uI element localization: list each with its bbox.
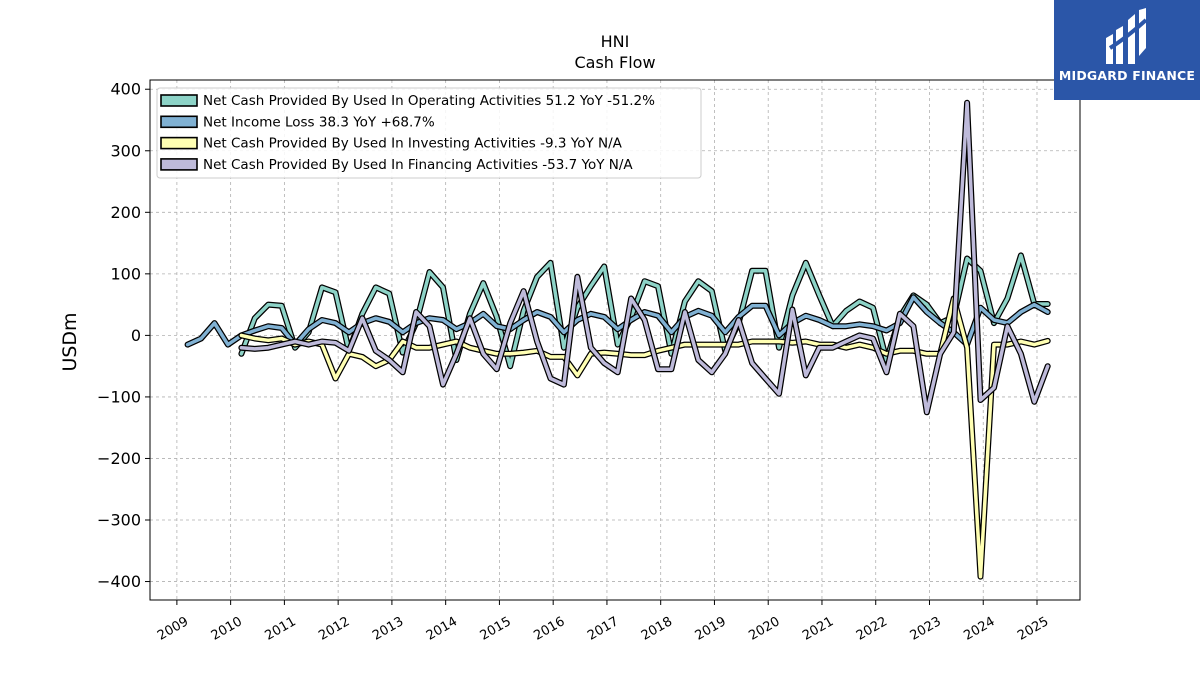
x-tick-label: 2013: [370, 614, 406, 644]
series-3: [238, 295, 1051, 580]
chart-subtitle: Cash Flow: [574, 53, 655, 72]
x-tick-label: 2014: [424, 614, 460, 644]
y-tick-label: 100: [110, 264, 141, 283]
x-tick-label: 2009: [155, 614, 191, 644]
series-4: [238, 99, 1051, 416]
x-tick-label: 2015: [478, 614, 514, 644]
y-axis-label: USDm: [59, 312, 81, 371]
y-tick-label: −200: [97, 449, 141, 468]
series-line-outline: [238, 295, 1051, 580]
series-line: [239, 101, 1050, 415]
x-tick-label: 2011: [263, 614, 299, 644]
x-tick-label: 2025: [1015, 614, 1051, 644]
y-tick-label: 200: [110, 203, 141, 222]
y-tick-label: −300: [97, 511, 141, 530]
legend-entry-label: Net Cash Provided By Used In Financing A…: [203, 157, 633, 173]
y-axis: 400 300 200 100 0 −100 −200 −300 −400: [97, 80, 150, 591]
legend-swatch: [160, 94, 198, 107]
legend-swatch: [160, 115, 198, 129]
chart-title: HNI: [601, 32, 630, 51]
legend-entry-label: Net Income Loss 38.3 YoY +68.7%: [203, 114, 435, 130]
x-tick-label: 2024: [961, 614, 997, 644]
chart-title-group: HNI Cash Flow: [574, 32, 655, 72]
legend-entry-label: Net Cash Provided By Used In Operating A…: [203, 93, 655, 109]
x-tick-label: 2022: [854, 614, 890, 644]
x-tick-label: 2021: [800, 614, 836, 644]
x-tick-label: 2012: [316, 614, 352, 644]
x-tick-label: 2020: [746, 614, 782, 644]
legend-swatch: [160, 158, 198, 171]
x-axis: 2009 2010 2011 2012 2013 2014 2015 2016 2017 2018…: [155, 600, 1051, 644]
y-tick-label: 0: [131, 326, 141, 345]
legend-box: [156, 87, 702, 179]
y-tick-label: 300: [110, 141, 141, 160]
legend[interactable]: Net Cash Provided By Used In Operating A…: [156, 87, 702, 179]
x-tick-label: 2019: [693, 614, 729, 644]
y-tick-label: −400: [97, 572, 141, 591]
series-line: [239, 296, 1050, 579]
legend-entry-label: Net Cash Provided By Used In Investing A…: [203, 136, 623, 152]
x-tick-label: 2016: [531, 614, 567, 644]
x-tick-label: 2017: [585, 614, 621, 644]
y-tick-label: 400: [110, 80, 141, 99]
x-tick-label: 2010: [209, 614, 245, 644]
x-tick-label: 2023: [908, 614, 944, 644]
plot-frame: [149, 79, 1081, 601]
x-tick-label: 2018: [639, 614, 675, 644]
series-layer: [184, 99, 1051, 580]
logo-text: MIDGARD FINANCE: [1058, 68, 1196, 83]
midgard-logo-icon: [1106, 8, 1148, 64]
y-tick-label: −100: [97, 387, 141, 406]
legend-swatch: [160, 136, 198, 150]
logo-badge: MIDGARD FINANCE: [1054, 0, 1200, 100]
